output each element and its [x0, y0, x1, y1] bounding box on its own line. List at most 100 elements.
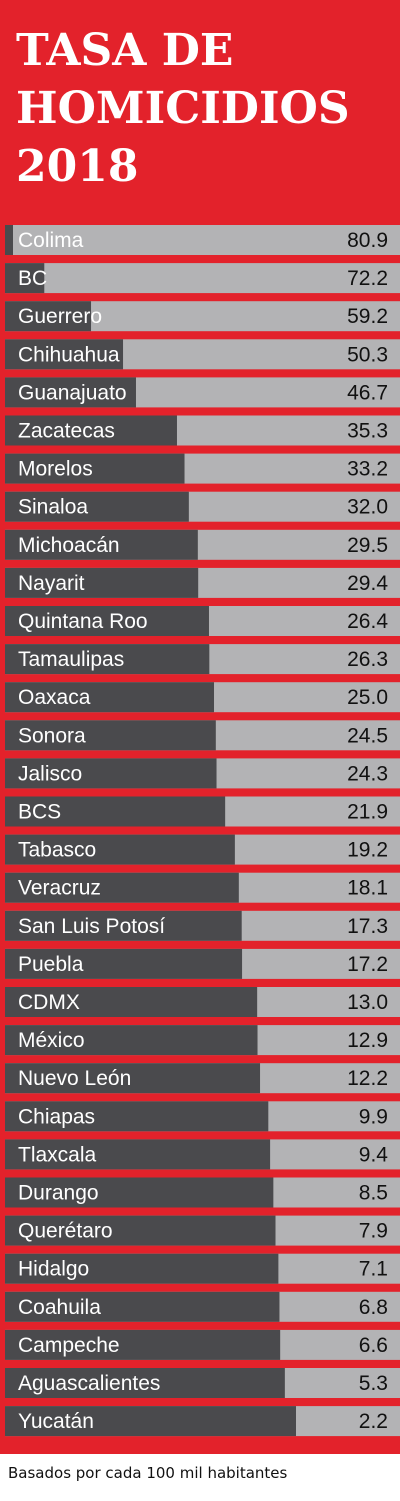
- bar-value-label: 2.2: [359, 1410, 388, 1433]
- bar-row: Hidalgo 7.1: [5, 1253, 400, 1284]
- bar-row: Michoacán 29.5: [5, 529, 400, 560]
- bar: [5, 225, 400, 255]
- bar-value-label: 72.2: [347, 267, 388, 290]
- bar-row: BCS 21.9: [5, 796, 400, 827]
- bar-row: México 12.9: [5, 1025, 400, 1056]
- bar-category-label: Michoacán: [18, 534, 120, 557]
- footnote: Basados por cada 100 mil habitantes: [8, 1464, 288, 1482]
- bar-category-label: Sinaloa: [18, 496, 88, 519]
- bar-value-label: 5.3: [359, 1372, 388, 1395]
- bar-value-label: 59.2: [347, 305, 388, 328]
- bar-value-label: 12.2: [347, 1067, 388, 1090]
- bar-value-label: 35.3: [347, 420, 388, 443]
- bar-label-box: [5, 1215, 276, 1246]
- bar-label-box: [5, 491, 189, 522]
- bar-label-box: [5, 453, 185, 484]
- bar-label-box: [5, 834, 235, 865]
- chart-title: TASA DE HOMICIDIOS 2018: [16, 22, 386, 196]
- bar-category-label: Durango: [18, 1182, 99, 1205]
- bar-label-box: [5, 415, 177, 446]
- bar-value-label: 12.9: [347, 1029, 388, 1052]
- bar-label-box: [5, 1406, 296, 1437]
- bar-category-label: Morelos: [18, 458, 93, 481]
- bar-row: Morelos 33.2: [5, 453, 400, 484]
- bar: [5, 263, 400, 294]
- bar-label-box: [5, 644, 210, 675]
- bar-value-label: 17.2: [347, 953, 388, 976]
- bar-category-label: Puebla: [18, 953, 84, 976]
- bar-value-label: 18.1: [347, 877, 388, 900]
- bar-label-box: [5, 720, 216, 751]
- bar-category-label: México: [18, 1029, 85, 1052]
- bar-category-label: Tlaxcala: [18, 1143, 97, 1166]
- bar-row: Nayarit 29.4: [5, 567, 400, 598]
- bar-category-label: Oaxaca: [18, 686, 91, 709]
- bar-value-label: 26.3: [347, 648, 388, 671]
- bar-value-label: 17.3: [347, 915, 388, 938]
- bar-value-label: 7.9: [359, 1220, 388, 1243]
- bar-row: Chiapas 9.9: [5, 1101, 400, 1132]
- bar-label-box: [5, 1368, 285, 1398]
- bar-label-box: [5, 1063, 261, 1094]
- bar-row: Puebla 17.2: [5, 948, 400, 979]
- bar-label-box: [5, 1025, 258, 1056]
- bar-label-box: [5, 301, 92, 332]
- bar-value-label: 9.9: [359, 1105, 388, 1128]
- title-line-1: TASA DE: [16, 25, 234, 76]
- bar-value-label: 6.8: [359, 1296, 388, 1319]
- bar-row: Colima 80.9: [5, 225, 400, 255]
- bar-category-label: Sonora: [18, 724, 86, 747]
- bar-category-label: Zacatecas: [18, 420, 115, 443]
- bar-row: Oaxaca 25.0: [5, 682, 400, 713]
- bar-row: Sinaloa 32.0: [5, 491, 400, 522]
- bar-category-label: Tamaulipas: [18, 648, 124, 671]
- bar-row: Jalisco 24.3: [5, 758, 400, 789]
- bar-row: Durango 8.5: [5, 1177, 400, 1208]
- bar-value-label: 21.9: [347, 801, 388, 824]
- bar-value-label: 32.0: [347, 496, 388, 519]
- bar-row: Campeche 6.6: [5, 1329, 400, 1360]
- bar-value-label: 6.6: [359, 1334, 388, 1357]
- bar-category-label: Chihuahua: [18, 343, 120, 366]
- bar-chart: Colima 80.9 BC 72.2 Guerrero 59.2 Chihuahua 50.…: [5, 225, 400, 1437]
- bar-label-box: [5, 529, 198, 560]
- bar-category-label: Guanajuato: [18, 381, 127, 404]
- bar-category-label: Coahuila: [18, 1296, 101, 1319]
- bar-row: Querétaro 7.9: [5, 1215, 400, 1246]
- bar-row: Chihuahua 50.3: [5, 339, 400, 370]
- bar-category-label: Nayarit: [18, 572, 85, 595]
- bar-row: Tlaxcala 9.4: [5, 1139, 400, 1170]
- bar-label-box: [5, 1139, 271, 1170]
- bar-label-box: [5, 758, 217, 789]
- bar-row: Yucatán 2.2: [5, 1406, 400, 1437]
- bar-row: Guerrero 59.2: [5, 301, 400, 332]
- bar-label-box: [5, 1329, 281, 1360]
- bar-row: Zacatecas 35.3: [5, 415, 400, 446]
- bar-category-label: Aguascalientes: [18, 1372, 160, 1395]
- bar-value-label: 24.3: [347, 762, 388, 785]
- bar-category-label: Chiapas: [18, 1105, 95, 1128]
- bar-label-box: [5, 796, 226, 827]
- bar-value-label: 8.5: [359, 1182, 388, 1205]
- bar-value-label: 29.4: [347, 572, 388, 595]
- bar-value-label: 80.9: [347, 229, 388, 252]
- bar-category-label: Quintana Roo: [18, 610, 148, 633]
- bar-label-box: [5, 1101, 269, 1132]
- bar-value-label: 24.5: [347, 724, 388, 747]
- title-line-3: 2018: [16, 141, 139, 192]
- bar-value-label: 13.0: [347, 991, 388, 1014]
- bar-category-label: Veracruz: [18, 877, 101, 900]
- bar-value-label: 25.0: [347, 686, 388, 709]
- bar-value-label: 50.3: [347, 343, 388, 366]
- bar-category-label: Colima: [18, 229, 84, 252]
- bar-label-box: [5, 872, 239, 903]
- bar-row: Guanajuato 46.7: [5, 377, 400, 408]
- bar-label-box: [5, 1291, 280, 1322]
- bar-label-box: [5, 377, 136, 408]
- bar-row: BC 72.2: [5, 263, 400, 294]
- bar-value-label: 26.4: [347, 610, 388, 633]
- bar-row: Aguascalientes 5.3: [5, 1368, 400, 1398]
- bar-row: Veracruz 18.1: [5, 872, 400, 903]
- bar-label-box: [5, 1177, 274, 1208]
